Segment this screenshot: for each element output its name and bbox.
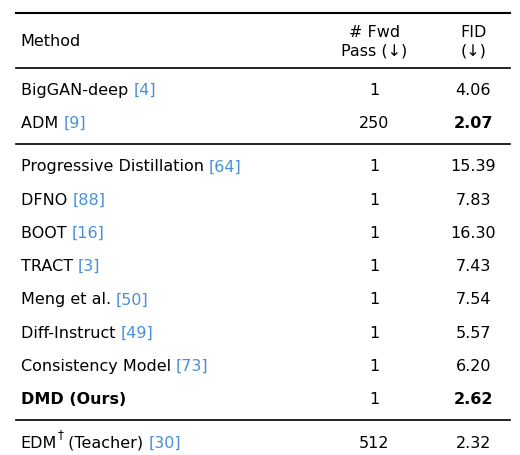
Text: [49]: [49] bbox=[121, 325, 153, 340]
Text: 2.62: 2.62 bbox=[453, 391, 493, 406]
Text: TRACT: TRACT bbox=[21, 258, 78, 273]
Text: 4.06: 4.06 bbox=[456, 82, 491, 97]
Text: [3]: [3] bbox=[78, 258, 100, 273]
Text: [9]: [9] bbox=[63, 116, 86, 131]
Text: [50]: [50] bbox=[116, 292, 149, 307]
Text: Consistency Model: Consistency Model bbox=[21, 358, 176, 373]
Text: 7.83: 7.83 bbox=[456, 192, 491, 207]
Text: FID
(↓): FID (↓) bbox=[460, 25, 486, 59]
Text: Diff-Instruct: Diff-Instruct bbox=[21, 325, 121, 340]
Text: [30]: [30] bbox=[148, 435, 181, 450]
Text: 1: 1 bbox=[369, 159, 380, 174]
Text: Method: Method bbox=[21, 35, 81, 49]
Text: 7.54: 7.54 bbox=[456, 292, 491, 307]
Text: 1: 1 bbox=[369, 225, 380, 240]
Text: # Fwd
Pass (↓): # Fwd Pass (↓) bbox=[341, 25, 408, 59]
Text: [88]: [88] bbox=[72, 192, 105, 207]
Text: 1: 1 bbox=[369, 258, 380, 273]
Text: 15.39: 15.39 bbox=[450, 159, 496, 174]
Text: 1: 1 bbox=[369, 391, 380, 406]
Text: 1: 1 bbox=[369, 292, 380, 307]
Text: [73]: [73] bbox=[176, 358, 209, 373]
Text: 7.43: 7.43 bbox=[456, 258, 491, 273]
Text: [64]: [64] bbox=[209, 159, 242, 174]
Text: 1: 1 bbox=[369, 192, 380, 207]
Text: DMD (Ours): DMD (Ours) bbox=[21, 391, 126, 406]
Text: 1: 1 bbox=[369, 82, 380, 97]
Text: 16.30: 16.30 bbox=[450, 225, 496, 240]
Text: 2.07: 2.07 bbox=[453, 116, 493, 131]
Text: (Teacher): (Teacher) bbox=[63, 435, 148, 450]
Text: 250: 250 bbox=[359, 116, 389, 131]
Text: BigGAN-deep: BigGAN-deep bbox=[21, 82, 133, 97]
Text: 5.57: 5.57 bbox=[456, 325, 491, 340]
Text: 1: 1 bbox=[369, 325, 380, 340]
Text: [16]: [16] bbox=[72, 225, 105, 240]
Text: EDM: EDM bbox=[21, 435, 57, 450]
Text: 6.20: 6.20 bbox=[456, 358, 491, 373]
Text: Meng et al.: Meng et al. bbox=[21, 292, 116, 307]
Text: 512: 512 bbox=[359, 435, 389, 450]
Text: DFNO: DFNO bbox=[21, 192, 72, 207]
Text: BOOT: BOOT bbox=[21, 225, 72, 240]
Text: 2.32: 2.32 bbox=[456, 435, 491, 450]
Text: †: † bbox=[57, 427, 63, 440]
Text: 1: 1 bbox=[369, 358, 380, 373]
Text: ADM: ADM bbox=[21, 116, 63, 131]
Text: Progressive Distillation: Progressive Distillation bbox=[21, 159, 209, 174]
Text: [4]: [4] bbox=[133, 82, 156, 97]
